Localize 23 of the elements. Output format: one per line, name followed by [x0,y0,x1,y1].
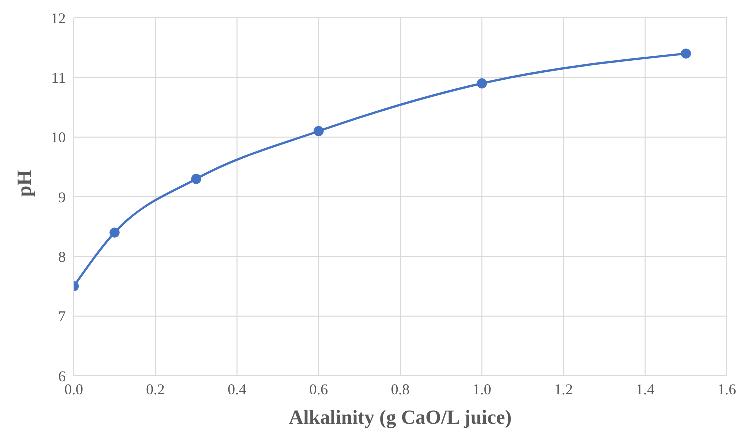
y-tick-label: 12 [51,11,66,28]
point [191,174,202,184]
x-axis-title: Alkalinity (g CaO/L juice) [289,407,512,429]
y-tick-label: 10 [51,130,66,147]
x-tick-label: 0.0 [64,382,84,399]
y-tick-label: 9 [58,190,66,206]
point [110,228,120,238]
y-tick-label: 11 [52,70,66,87]
x-tick-label: 0.2 [146,382,165,399]
point [314,126,324,136]
point [477,78,488,89]
y-tick-label: 8 [58,250,66,266]
y-axis-title: pH [14,170,36,197]
point [681,48,692,59]
x-tick-label: 0.6 [310,382,329,399]
x-tick-label: 1.2 [554,382,574,399]
y-tick-label: 7 [58,310,66,326]
x-tick-label: 0.8 [391,382,410,399]
x-tick-label: 1.0 [472,382,492,399]
x-tick-label: 0.4 [228,382,248,399]
x-tick-label: 1.6 [718,382,737,399]
y-tick-label: 6 [58,369,66,386]
x-tick-label: 1.4 [636,382,656,399]
